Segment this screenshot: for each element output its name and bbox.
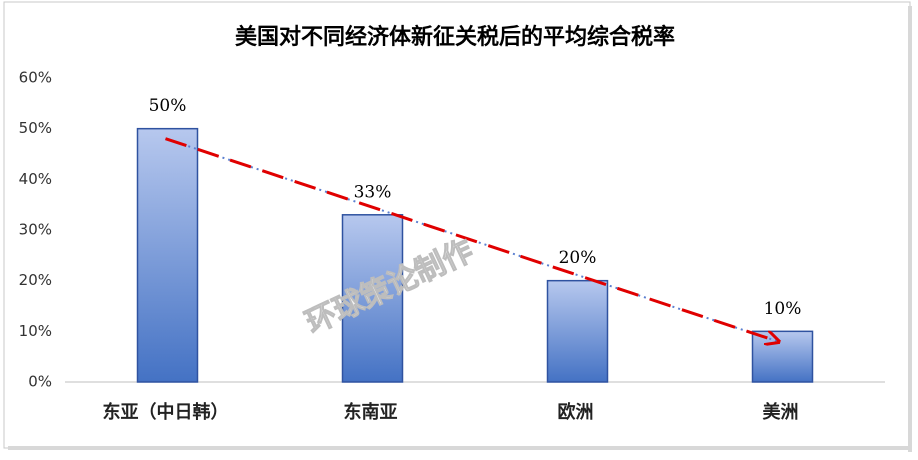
y-tick-label: 60%	[19, 69, 52, 87]
data-label: 50%	[149, 96, 187, 116]
y-tick-label: 20%	[19, 271, 52, 289]
y-tick-label: 40%	[19, 170, 52, 188]
x-tick-label: 东南亚	[344, 401, 398, 423]
bar	[546, 279, 609, 383]
y-tick-label: 0%	[28, 373, 52, 391]
chart-title: 美国对不同经济体新征关税后的平均综合税率	[235, 24, 675, 50]
trend-arrow	[165, 137, 778, 342]
frame-shadow	[908, 6, 912, 452]
bar	[136, 127, 199, 383]
x-tick-label: 欧洲	[558, 401, 594, 423]
bar	[751, 330, 814, 383]
y-tick-label: 30%	[19, 221, 52, 239]
data-label: 10%	[764, 299, 802, 319]
y-tick-label: 50%	[19, 119, 52, 137]
x-tick-label: 美洲	[763, 401, 799, 423]
data-label: 33%	[354, 182, 392, 202]
y-tick-label: 10%	[19, 322, 52, 340]
data-label: 20%	[559, 248, 597, 268]
x-tick-label: 东亚（中日韩）	[103, 401, 229, 423]
bar	[341, 214, 404, 383]
frame-shadow	[8, 446, 912, 450]
